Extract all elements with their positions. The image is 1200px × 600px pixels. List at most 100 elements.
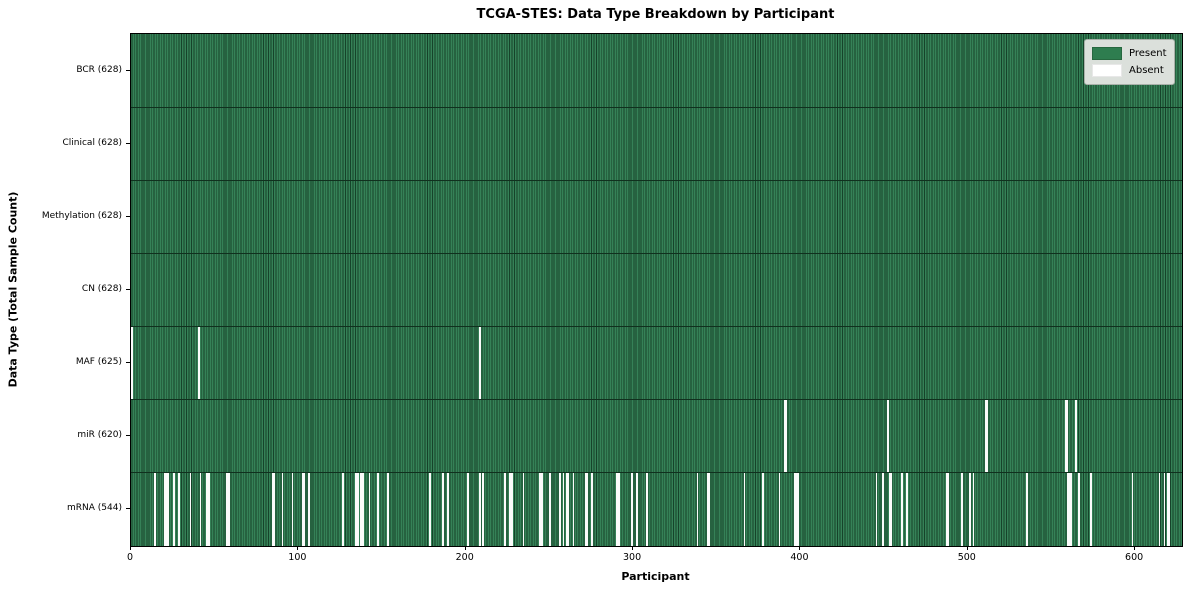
y-tick-mark [126,508,130,510]
present-bars-methylation [131,180,1182,254]
absent-bar [631,472,634,546]
absent-bar [303,472,306,546]
x-tick-label: 400 [790,552,809,563]
legend-item-present: Present [1092,45,1167,62]
absent-bar [539,472,542,546]
absent-bar [887,399,890,473]
absent-bar [428,472,431,546]
absent-bar [355,472,357,546]
x-tick-mark [464,546,466,550]
row-divider [131,179,1182,181]
absent-bar [1066,399,1069,473]
absent-bar [559,472,562,546]
absent-bar [482,472,485,546]
row-bcr [131,34,1182,108]
absent-bar [167,472,170,546]
absent-bar [785,399,788,473]
absent-bar [1078,472,1080,546]
present-bars-mir [131,399,1182,473]
absent-bar [228,472,230,546]
absent-bar [795,472,798,546]
absent-bar [510,472,513,546]
present-bars-mrna [131,472,1182,546]
absent-swatch [1092,64,1122,77]
absent-bar [1158,472,1161,546]
row-methylation [131,180,1182,254]
present-swatch [1092,47,1122,60]
absent-bar [761,472,764,546]
absent-bar [900,472,903,546]
x-axis-label: Participant [621,570,690,583]
absent-bar [1166,472,1169,546]
absent-bar [961,472,963,546]
absent-bar [522,472,525,546]
absent-bar [743,472,746,546]
x-tick-label: 200 [455,552,474,563]
absent-bar [890,472,893,546]
x-tick-mark [632,546,634,550]
absent-bar [166,472,168,546]
absent-bar [308,472,311,546]
y-tick-mark [126,362,130,364]
absent-bar [189,472,192,546]
absent-bar [1069,472,1072,546]
absent-bar [636,472,639,546]
present-bars-bcr [131,34,1182,108]
row-maf [131,326,1182,400]
legend-label-absent: Absent [1129,65,1164,76]
absent-bar [591,472,593,546]
absent-bar [947,472,950,546]
row-mrna [131,472,1182,546]
absent-bar [797,472,799,546]
absent-bar [479,326,481,400]
absent-bar [509,472,511,546]
chart-title: TCGA-STES: Data Type Breakdown by Partic… [476,7,835,22]
y-tick-label: Clinical (628) [62,137,122,148]
absent-bar [197,326,200,400]
absent-bar [969,472,972,546]
present-bars-cn [131,253,1182,327]
absent-bar [783,399,786,473]
row-mir [131,399,1182,473]
x-tick-label: 500 [957,552,976,563]
absent-bar [377,472,379,546]
x-tick-label: 600 [1125,552,1144,563]
absent-bar [226,472,229,546]
absent-bar [504,472,506,546]
absent-bar [387,472,389,546]
absent-bar [172,472,175,546]
absent-bar [972,472,975,546]
absent-bar [207,472,210,546]
absent-bar [616,472,618,546]
x-tick-label: 0 [126,552,134,563]
absent-bar [984,399,987,473]
absent-bar [586,472,588,546]
absent-bar [281,472,284,546]
absent-bar [360,472,362,546]
absent-bar [706,472,709,546]
absent-bar [541,472,543,546]
y-tick-label: miR (620) [77,430,122,441]
absent-bar [291,472,294,546]
absent-bar [479,472,481,546]
row-divider [131,472,1182,474]
y-tick-label: mRNA (544) [67,503,122,514]
absent-bar [1163,472,1166,546]
legend-item-absent: Absent [1092,62,1166,79]
x-tick-mark [799,546,801,550]
absent-bar [584,472,587,546]
absent-bar [301,472,304,546]
y-tick-label: CN (628) [81,284,122,294]
absent-bar [889,472,891,546]
x-tick-label: 100 [288,552,307,563]
absent-bar [618,472,620,546]
absent-bar [549,472,552,546]
y-tick-mark [126,69,130,71]
legend: Present Absent [1084,39,1175,85]
absent-bar [154,472,157,546]
absent-bar [177,472,180,546]
y-tick-mark [126,435,130,437]
x-tick-mark [297,546,299,550]
x-tick-label: 300 [622,552,642,563]
